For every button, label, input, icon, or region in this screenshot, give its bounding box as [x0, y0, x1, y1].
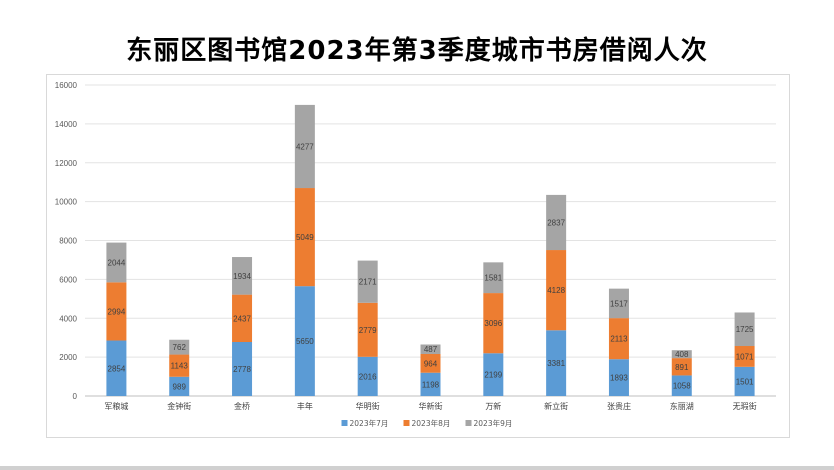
data-label: 2994 — [108, 307, 126, 316]
legend-swatch — [465, 420, 472, 426]
y-tick-label: 14000 — [55, 120, 78, 129]
bar-segment — [169, 339, 190, 355]
data-label: 1934 — [233, 272, 251, 281]
x-tick-label: 无瑕街 — [733, 401, 757, 411]
bar-segment — [106, 340, 127, 396]
y-tick-label: 10000 — [55, 198, 78, 207]
bar-segment — [106, 242, 127, 283]
bar-segment — [608, 359, 629, 396]
data-label: 487 — [424, 345, 438, 354]
data-label: 2837 — [547, 218, 565, 227]
y-tick-label: 2000 — [59, 353, 77, 362]
data-label: 2113 — [610, 335, 628, 344]
bar-segment — [608, 288, 629, 319]
bar-segment — [483, 293, 504, 354]
x-tick-label: 张贵庄 — [607, 401, 631, 411]
data-label: 1198 — [422, 380, 440, 389]
legend-swatch — [341, 420, 348, 426]
bar-segment — [169, 354, 190, 377]
data-label: 2779 — [359, 326, 377, 335]
data-label: 989 — [173, 382, 187, 391]
data-label: 891 — [675, 363, 689, 372]
bar-segment — [671, 358, 692, 376]
page-bottom-border — [0, 466, 834, 470]
data-label: 2199 — [484, 371, 502, 380]
bar-segment — [734, 366, 755, 396]
bar-segment — [420, 344, 441, 354]
bar-segment — [546, 194, 567, 251]
x-tick-label: 金钟街 — [167, 401, 191, 411]
bar-segment — [546, 330, 567, 396]
bar-segment — [734, 346, 755, 367]
data-label: 2854 — [108, 364, 126, 373]
legend-entry: 2023年9月 — [474, 418, 513, 428]
bar-segment — [420, 353, 441, 373]
data-label: 2171 — [359, 278, 377, 287]
data-label: 1143 — [171, 362, 189, 371]
x-tick-label: 华明街 — [356, 401, 380, 411]
x-tick-label: 金桥 — [234, 401, 250, 411]
bar-segment — [357, 356, 378, 396]
data-label: 1581 — [484, 274, 502, 283]
data-label: 4277 — [296, 142, 314, 151]
chart-title: 东丽区图书馆2023年第3季度城市书房借阅人次 — [126, 36, 708, 66]
data-label: 2044 — [108, 258, 126, 267]
y-tick-label: 12000 — [55, 159, 78, 168]
bar-segment — [169, 376, 190, 396]
bar-segment — [294, 286, 315, 396]
y-tick-label: 0 — [73, 392, 78, 401]
x-tick-label: 东丽湖 — [670, 401, 694, 411]
legend-swatch — [403, 420, 410, 426]
x-tick-label: 万新 — [485, 401, 501, 411]
data-label: 3096 — [484, 319, 502, 328]
bar-segment — [232, 257, 253, 295]
data-label: 408 — [675, 350, 689, 359]
bar-segment — [546, 250, 567, 331]
bar-segment — [357, 260, 378, 303]
bar-segment — [483, 262, 504, 294]
data-label: 964 — [424, 359, 438, 368]
bar-segment — [420, 372, 441, 396]
x-tick-label: 新立街 — [544, 401, 568, 411]
data-label: 2778 — [233, 365, 251, 374]
data-label: 1501 — [736, 377, 754, 386]
y-tick-label: 16000 — [55, 81, 78, 90]
data-label: 1725 — [736, 325, 754, 334]
legend-entry: 2023年7月 — [350, 418, 389, 428]
data-label: 1058 — [673, 382, 691, 391]
data-label: 2437 — [233, 314, 251, 323]
y-tick-label: 8000 — [59, 237, 77, 246]
y-tick-label: 6000 — [59, 275, 77, 284]
data-label: 5049 — [296, 233, 314, 242]
bar-segment — [232, 294, 253, 343]
data-label: 2016 — [359, 372, 377, 381]
x-tick-label: 华新街 — [419, 401, 443, 411]
bar-segment — [734, 312, 755, 347]
bar-segment — [671, 375, 692, 396]
bar-segment — [294, 104, 315, 189]
data-label: 3381 — [547, 359, 565, 368]
bar-segment — [106, 282, 127, 341]
bar-segment — [294, 188, 315, 287]
bar-segment — [608, 318, 629, 360]
legend-entry: 2023年8月 — [412, 418, 451, 428]
bar-segment — [357, 302, 378, 357]
data-label: 1517 — [610, 299, 628, 308]
data-label: 762 — [173, 343, 187, 352]
y-tick-label: 4000 — [59, 314, 77, 323]
bar-segment — [483, 353, 504, 396]
data-label: 5650 — [296, 337, 314, 346]
x-tick-label: 军粮城 — [104, 401, 128, 411]
data-label: 1893 — [610, 374, 628, 383]
data-label: 1071 — [736, 352, 754, 361]
bar-segment — [671, 350, 692, 359]
bar-segment — [232, 342, 253, 396]
x-tick-label: 丰年 — [297, 401, 313, 411]
data-label: 4128 — [547, 286, 565, 295]
